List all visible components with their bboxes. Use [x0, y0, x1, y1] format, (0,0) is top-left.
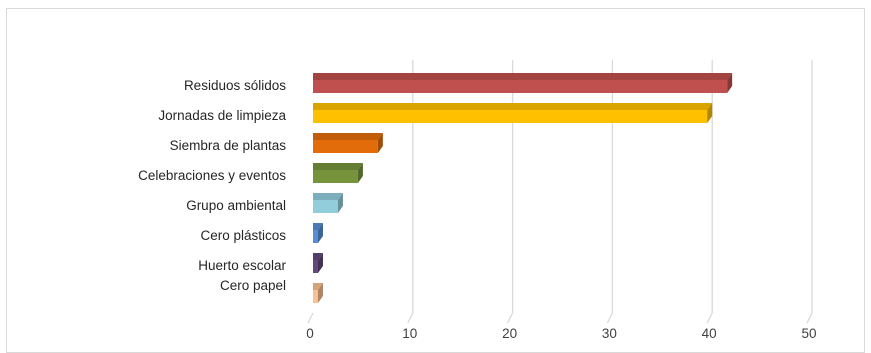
bar [313, 200, 338, 213]
category-label: Jornadas de limpieza [158, 108, 286, 123]
gridline-floor [507, 312, 514, 324]
bar-side [727, 73, 733, 93]
bar-side [317, 253, 323, 273]
category-label: Residuos sólidos [184, 78, 286, 93]
tick-label: 50 [801, 326, 816, 341]
bar-side [707, 103, 713, 123]
tick-label: 10 [402, 326, 417, 341]
bar-top [313, 253, 323, 260]
bar-side [357, 163, 363, 183]
gridline-floor [407, 312, 414, 324]
bar [313, 290, 318, 303]
tick-labels: 0 10 20 30 40 50 [306, 326, 816, 341]
category-label: Cero papel [220, 278, 286, 293]
category-label: Grupo ambiental [186, 198, 286, 213]
bar-side [337, 193, 343, 213]
bar [313, 170, 358, 183]
chart-frame [6, 8, 865, 353]
bar-top [313, 103, 713, 110]
bar [313, 260, 318, 273]
bar-top [313, 133, 383, 140]
bar-side [317, 223, 323, 243]
category-label: Huerto escolar [198, 258, 286, 273]
category-labels: Residuos sólidos Jornadas de limpieza Siem… [138, 78, 286, 293]
category-label: Cero plásticos [200, 228, 286, 243]
category-label: Siembra de plantas [170, 138, 287, 153]
tick-label: 30 [602, 326, 617, 341]
gridline-floor [307, 312, 314, 324]
bar [313, 80, 728, 93]
bar-side [317, 283, 323, 303]
tick-label: 0 [306, 326, 314, 341]
gridline-floor [706, 312, 713, 324]
gridlines [307, 60, 813, 324]
bar-top [313, 163, 363, 170]
bar [313, 230, 318, 243]
tick-label: 20 [502, 326, 517, 341]
bar [313, 140, 378, 153]
bar-side [377, 133, 383, 153]
bar-top [313, 283, 323, 290]
bar-top [313, 193, 343, 200]
category-label: Celebraciones y eventos [138, 168, 286, 183]
bar-top [313, 73, 733, 80]
gridline-floor [606, 312, 613, 324]
bars [313, 73, 733, 303]
bar-top [313, 223, 323, 230]
bar [313, 110, 708, 123]
tick-label: 40 [702, 326, 717, 341]
gridline-floor [806, 312, 813, 324]
